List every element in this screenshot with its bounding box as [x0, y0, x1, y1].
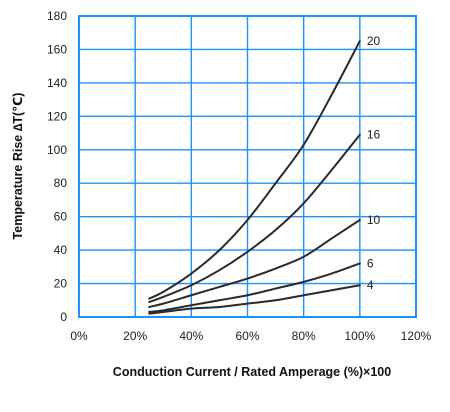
y-tick-label: 0	[60, 310, 67, 324]
y-tick-label: 180	[47, 9, 67, 23]
y-tick-label: 160	[47, 42, 67, 56]
y-tick-label: 100	[47, 143, 67, 157]
x-tick-label: 120%	[401, 329, 432, 343]
y-tick-label: 60	[54, 210, 68, 224]
x-axis-title: Conduction Current / Rated Amperage (%)×…	[113, 365, 391, 379]
series-line-20	[148, 40, 361, 300]
series-label-20: 20	[367, 34, 381, 48]
y-tick-label: 120	[47, 109, 67, 123]
series-label-4: 4	[367, 278, 374, 292]
series-line-10	[148, 219, 361, 308]
x-tick-label: 0%	[70, 329, 88, 343]
y-tick-label: 20	[54, 277, 68, 291]
series-line-6	[148, 262, 361, 313]
x-tick-label: 100%	[344, 329, 375, 343]
series-line-4	[148, 284, 361, 315]
series-line-16	[148, 133, 361, 303]
series-label-6: 6	[367, 256, 374, 270]
x-tick-label: 60%	[235, 329, 259, 343]
plot-frame	[78, 15, 417, 318]
series-label-16: 16	[367, 128, 381, 142]
x-tick-label: 40%	[179, 329, 203, 343]
series-label-layer: 20 16 10 6 4	[367, 34, 381, 292]
y-tick-label: 40	[54, 243, 68, 257]
y-tick-label: 140	[47, 76, 67, 90]
grid-layer	[78, 15, 417, 318]
series-label-10: 10	[367, 213, 381, 227]
x-tick-label: 80%	[292, 329, 316, 343]
x-tick-label: 20%	[123, 329, 147, 343]
series-layer	[148, 40, 361, 315]
tick-layer: 0% 20% 40% 60% 80% 100% 120% 0 20 40 60 80 100 120 140…	[47, 9, 432, 343]
y-tick-label: 80	[54, 176, 68, 190]
y-axis-title: Temperature Rise ∆T(℃)	[11, 93, 25, 240]
